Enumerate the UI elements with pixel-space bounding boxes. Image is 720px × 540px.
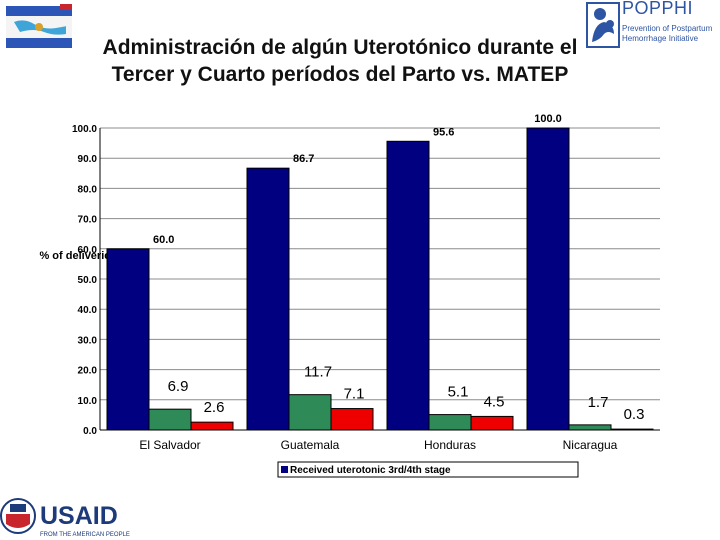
- bar: [330, 408, 374, 431]
- bar: [106, 248, 150, 431]
- x-category-label: Honduras: [424, 438, 476, 452]
- y-tick-label: 40.0: [78, 305, 98, 316]
- central-america-flag-logo: [0, 0, 78, 58]
- bar: [288, 394, 332, 431]
- bar: [568, 424, 612, 431]
- x-category-label: Nicaragua: [563, 438, 618, 452]
- usaid-logo: USAID FROM THE AMERICAN PEOPLE: [0, 498, 130, 538]
- popphi-logo-name: POPPHI: [622, 0, 694, 18]
- y-tick-label: 50.0: [78, 275, 98, 286]
- chart-title: Administración de algún Uterotónico dura…: [102, 36, 578, 86]
- bar-value-label: 0.3: [624, 406, 645, 423]
- bar: [526, 127, 570, 431]
- bar-value-label: 7.1: [344, 386, 365, 403]
- x-category-label: Guatemala: [281, 438, 340, 452]
- bar-value-label: 2.6: [204, 399, 225, 416]
- bar: [190, 421, 234, 431]
- usaid-logo-name: USAID: [40, 502, 118, 530]
- bar-value-label: 95.6: [433, 126, 454, 138]
- bar: [386, 140, 430, 431]
- legend-entry: Received uterotonic 3rd/4th stage: [290, 465, 451, 476]
- x-category-label: El Salvador: [139, 438, 200, 452]
- popphi-tagline-2: Hemorrhage Initiative: [622, 34, 699, 43]
- y-axis-label: % of deliveries: [39, 250, 116, 262]
- legend-swatch: [281, 466, 288, 473]
- popphi-logo: POPPHI Prevention of Postpartum Hemorrha…: [586, 0, 720, 50]
- y-tick-label: 10.0: [78, 396, 98, 407]
- y-tick-label: 80.0: [78, 184, 98, 195]
- bar: [428, 414, 472, 431]
- bar-value-label: 60.0: [153, 234, 174, 246]
- mother-child-icon: [586, 2, 620, 48]
- bar-value-label: 6.9: [168, 378, 189, 395]
- bar: [470, 415, 514, 431]
- y-tick-label: 70.0: [78, 215, 98, 226]
- y-tick-label: 30.0: [78, 335, 98, 346]
- bar-value-label: 1.7: [588, 394, 609, 411]
- y-tick-label: 0.0: [83, 426, 97, 437]
- bar: [246, 167, 290, 431]
- y-tick-label: 60.0: [78, 245, 98, 256]
- bar-value-label: 5.1: [448, 384, 469, 401]
- bar: [148, 408, 192, 431]
- y-tick-label: 90.0: [78, 154, 98, 165]
- bar-value-label: 100.0: [534, 113, 562, 125]
- y-tick-label: 20.0: [78, 366, 98, 377]
- bar-value-label: 11.7: [304, 364, 332, 381]
- popphi-tagline-1: Prevention of Postpartum: [622, 24, 713, 33]
- bar: [610, 428, 654, 431]
- bar-value-label: 86.7: [293, 153, 314, 165]
- bar-value-label: 4.5: [484, 393, 505, 410]
- usaid-logo-tagline: FROM THE AMERICAN PEOPLE: [40, 532, 130, 538]
- legend: [277, 461, 579, 478]
- y-tick-label: 100.0: [72, 124, 97, 135]
